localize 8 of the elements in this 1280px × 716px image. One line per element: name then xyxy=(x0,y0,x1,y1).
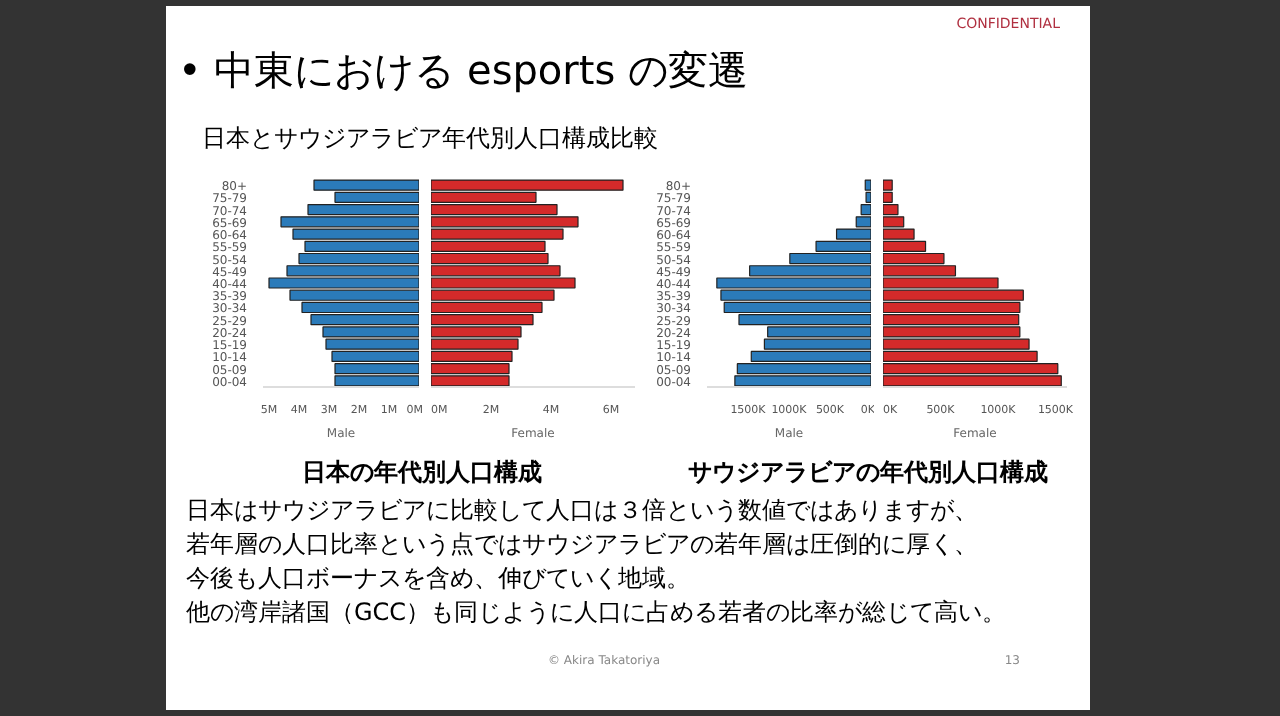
text: 日本の年代別人口構成 xyxy=(302,456,542,490)
text: • 中東における esports の変遷 xyxy=(178,44,749,98)
text: 日本はサウジアラビアに比較して人口は３倍という数値ではありますが、 xyxy=(186,494,980,528)
text: 他の湾岸諸国（GCC）も同じように人口に占める若者の比率が総じて高い。 xyxy=(186,596,1007,630)
text: 日本とサウジアラビア年代別人口構成比較 xyxy=(202,122,658,156)
text: 若年層の人口比率という点ではサウジアラビアの若年層は圧倒的に厚く、 xyxy=(186,528,980,562)
text: 今後も人口ボーナスを含め、伸びていく地域。 xyxy=(186,562,692,596)
text: サウジアラビアの年代別人口構成 xyxy=(688,456,1048,490)
